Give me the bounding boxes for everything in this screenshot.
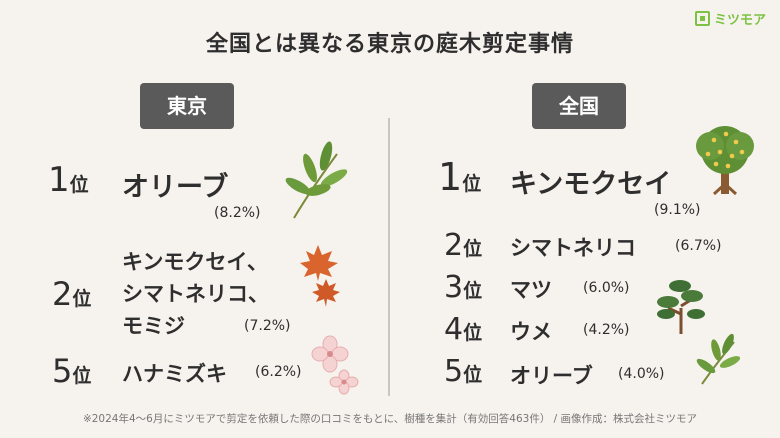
rank-number: 2 — [52, 275, 73, 313]
rank-number: 3 — [444, 270, 464, 305]
rank-suffix: 位 — [463, 322, 483, 344]
page-title: 全国とは異なる東京の庭木剪定事情 — [205, 32, 574, 57]
national-rank-4-name: ウメ — [510, 320, 552, 344]
tokyo-rank-5: 5位 — [52, 352, 91, 390]
national-rank-2: 2位 — [444, 228, 482, 263]
national-rank-5-name: オリーブ — [510, 364, 593, 388]
rank-suffix: 位 — [72, 365, 92, 387]
rank-suffix: 位 — [462, 173, 482, 195]
logo-mark-icon — [694, 11, 710, 26]
tokyo-rank-2-names: キンモクセイ、 シマトネリコ、 モミジ — [122, 246, 269, 342]
tokyo-rank-2: 2位 — [52, 275, 91, 313]
footnote: ※2024年4〜6月にミツモアで剪定を依頼した際の口コミをもとに、樹種を集計（有… — [82, 413, 698, 425]
rank-suffix: 位 — [69, 174, 89, 196]
national-rank-3-percent: (6.0%) — [583, 280, 630, 296]
tokyo-rank-5-name: ハナミズキ — [122, 362, 227, 386]
name-line: シマトネリコ、 — [122, 282, 269, 306]
national-rank-2-name: シマトネリコ — [510, 236, 636, 260]
name-line: モミジ — [122, 314, 185, 338]
plum-branch-icon — [696, 333, 741, 385]
national-rank-1-name: キンモクセイ — [510, 169, 672, 200]
rank-suffix: 位 — [463, 280, 483, 302]
national-rank-1: 1位 — [438, 155, 481, 199]
tokyo-rank-5-percent: (6.2%) — [255, 364, 302, 380]
osmanthus-tree-icon — [696, 126, 754, 196]
logo-text: ミツモア — [713, 13, 766, 28]
tokyo-rank-2-percent: (7.2%) — [244, 318, 291, 334]
rank-number: 5 — [52, 352, 73, 390]
column-divider — [388, 118, 390, 396]
national-rank-5: 5位 — [444, 354, 482, 389]
rank-number: 2 — [444, 228, 464, 263]
rank-suffix: 位 — [463, 364, 483, 386]
rank-number: 5 — [444, 354, 464, 389]
dogwood-flower-icon — [311, 335, 359, 395]
national-header: 全国 — [532, 83, 626, 129]
rank-suffix: 位 — [463, 238, 483, 260]
maple-leaf-icon — [300, 245, 340, 307]
rank-number: 4 — [444, 312, 464, 347]
olive-branch-icon — [285, 141, 348, 219]
name-line: キンモクセイ、 — [122, 250, 268, 274]
national-rank-5-percent: (4.0%) — [618, 366, 665, 382]
pine-tree-icon — [657, 280, 705, 334]
rank-number: 1 — [48, 160, 70, 200]
brand-logo: ミツモア — [694, 9, 766, 28]
tokyo-rank-1: 1位 — [48, 160, 89, 200]
tokyo-header: 東京 — [140, 83, 234, 129]
tokyo-rank-1-percent: (8.2%) — [214, 205, 261, 221]
national-rank-3: 3位 — [444, 270, 482, 305]
rank-suffix: 位 — [72, 288, 92, 310]
national-rank-4-percent: (4.2%) — [583, 322, 630, 338]
national-rank-3-name: マツ — [510, 278, 552, 302]
national-rank-2-percent: (6.7%) — [675, 238, 722, 254]
rank-number: 1 — [438, 155, 463, 199]
national-rank-1-percent: (9.1%) — [654, 202, 701, 218]
national-rank-4: 4位 — [444, 312, 482, 347]
tokyo-rank-1-name: オリーブ — [122, 172, 229, 203]
